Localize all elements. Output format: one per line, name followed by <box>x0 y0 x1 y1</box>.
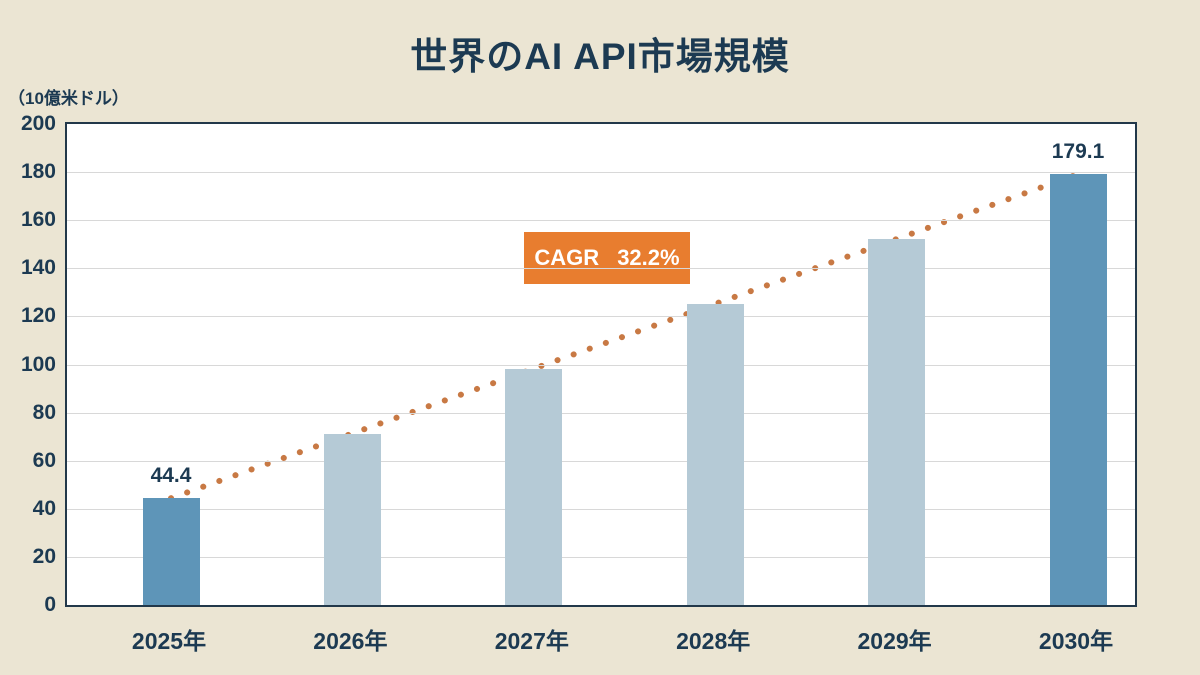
y-tick-label: 60 <box>32 448 56 472</box>
y-tick-label: 80 <box>32 400 56 424</box>
y-tick-label: 0 <box>44 593 56 616</box>
x-tick-label-2028年: 2028年 <box>676 628 751 654</box>
x-tick-label-2025年: 2025年 <box>131 628 207 654</box>
gridline <box>67 460 1135 462</box>
cagr-badge: CAGR 32.2% <box>524 232 690 284</box>
plot-area: CAGR 32.2% 44.4 179.1 <box>65 122 1137 607</box>
x-tick-label-2026年: 2026年 <box>313 628 388 654</box>
x-tick-label-2029年: 2029年 <box>857 628 932 654</box>
gridline <box>67 412 1135 414</box>
bar-2027年 <box>505 368 563 605</box>
y-axis-unit-label: （10億米ドル） <box>8 89 129 108</box>
y-tick-label: 140 <box>20 256 56 280</box>
gridline <box>67 556 1135 558</box>
gridline <box>67 364 1135 366</box>
bar-value-label: 179.1 <box>1051 140 1105 164</box>
gridline <box>67 220 1135 222</box>
y-tick-label: 20 <box>32 544 56 568</box>
gridline <box>67 172 1135 174</box>
x-tick-label-2027年: 2027年 <box>494 628 569 654</box>
gridline <box>67 268 1135 270</box>
bar-2025年 <box>142 498 200 605</box>
y-tick-label: 120 <box>20 304 56 328</box>
y-tick-label: 160 <box>20 208 56 232</box>
y-tick-label: 40 <box>32 496 56 520</box>
x-tick-label-2030年: 2030年 <box>1038 628 1114 654</box>
bar-2029年 <box>868 238 926 605</box>
cagr-badge-label: CAGR <box>534 245 600 270</box>
cagr-badge-value: 32.2% <box>617 245 680 270</box>
bar-value-label: 44.4 <box>150 464 192 488</box>
bar-2028年 <box>686 303 744 605</box>
gridline <box>67 316 1135 318</box>
y-axis: 0 20 40 60 80 100 120 140 160 180 200 <box>0 112 56 616</box>
bar-2026年 <box>323 433 381 605</box>
x-axis: 2025年 2026年 2027年 2028年 2029年 2030年 <box>65 622 1137 662</box>
gridline <box>67 508 1135 510</box>
y-tick-label: 200 <box>20 112 56 135</box>
chart-title: 世界のAI API市場規模 <box>410 36 790 77</box>
y-tick-label: 180 <box>20 160 56 184</box>
bar-2030年 <box>1049 174 1107 605</box>
y-tick-label: 100 <box>20 352 56 376</box>
